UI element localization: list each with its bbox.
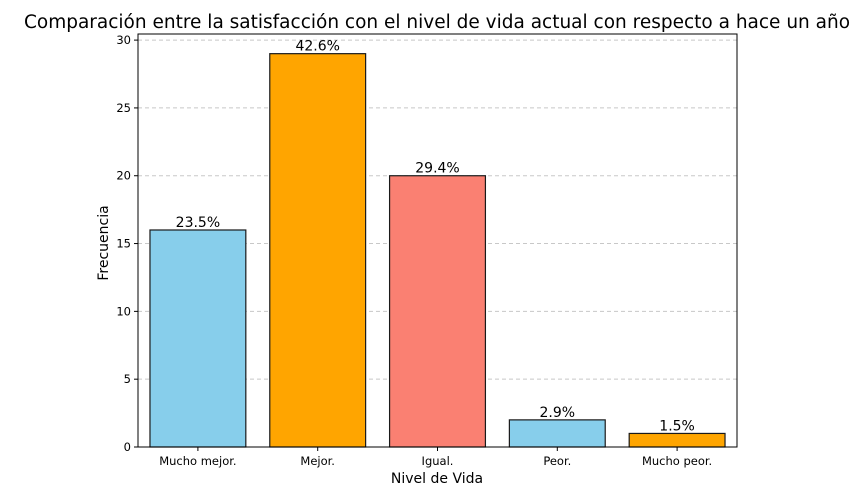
y-tick-label: 25: [116, 101, 131, 115]
bar-value-label: 42.6%: [295, 39, 339, 55]
bar-value-label: 29.4%: [415, 161, 459, 177]
y-tick-label: 30: [116, 33, 131, 47]
x-tick-label: Mucho mejor.: [159, 454, 236, 468]
bar-igual: [388, 175, 487, 448]
bars: [149, 53, 726, 448]
bar-mejor: [269, 53, 367, 448]
bar-peor: [508, 419, 606, 448]
bar-value-label: 1.5%: [659, 418, 695, 434]
y-tick-label: 20: [116, 169, 131, 183]
y-tick-label: 10: [116, 304, 131, 318]
x-tick-label: Mejor.: [300, 454, 335, 468]
bar-mucho-mejor: [149, 229, 247, 448]
x-tick-label: Mucho peor.: [642, 454, 712, 468]
chart-title: Comparación entre la satisfacción con el…: [24, 12, 850, 33]
bar-labels: 23.5% 42.6% 29.4% 2.9% 1.5%: [176, 39, 695, 435]
bar-mucho-peor: [628, 432, 726, 448]
y-tick-label: 0: [124, 440, 131, 454]
x-tick-label: Igual.: [422, 454, 454, 468]
bar-value-label: 23.5%: [176, 215, 220, 231]
x-axis: Mucho mejor. Mejor. Igual. Peor. Mucho peor.: [159, 447, 712, 468]
x-axis-label: Nivel de Vida: [391, 471, 483, 487]
x-tick-label: Peor.: [543, 454, 571, 468]
bar-value-label: 2.9%: [540, 405, 576, 421]
y-axis-label: Frecuencia: [96, 205, 112, 280]
y-axis: 0 5 10 15 20 25 30: [116, 33, 138, 454]
y-tick-label: 15: [116, 237, 131, 251]
y-tick-label: 5: [124, 372, 131, 386]
